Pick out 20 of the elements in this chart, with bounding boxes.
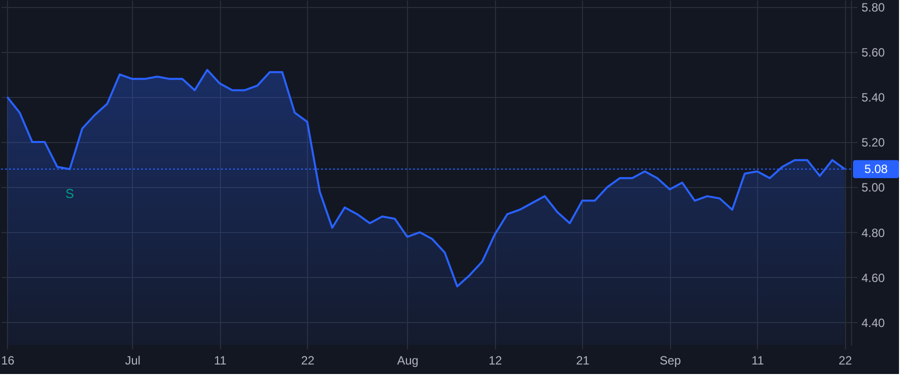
- ref-line-label: 5.08: [864, 162, 888, 176]
- x-tick-label: 22: [838, 354, 852, 368]
- annotation: S: [65, 186, 74, 202]
- x-tick-label: Sep: [660, 354, 682, 368]
- x-tick-label: Jul: [125, 354, 140, 368]
- y-tick-label: 4.60: [862, 270, 886, 285]
- y-tick-label: 5.00: [862, 180, 886, 195]
- y-tick-label: 5.80: [862, 0, 886, 14]
- x-tick-label: 16: [1, 354, 15, 368]
- y-tick-label: 5.40: [862, 90, 886, 104]
- y-tick-label: 5.60: [862, 45, 886, 60]
- x-tick-label: 11: [214, 354, 227, 368]
- x-tick-label: Aug: [397, 354, 418, 368]
- y-tick-label: 5.20: [862, 136, 886, 150]
- x-tick-label: 22: [301, 354, 315, 368]
- y-tick-label: 4.40: [862, 316, 886, 330]
- y-tick-label: 4.80: [862, 226, 886, 240]
- x-tick-label: 11: [752, 354, 764, 368]
- x-tick-label: 12: [488, 354, 502, 368]
- x-tick-label: 21: [576, 354, 590, 368]
